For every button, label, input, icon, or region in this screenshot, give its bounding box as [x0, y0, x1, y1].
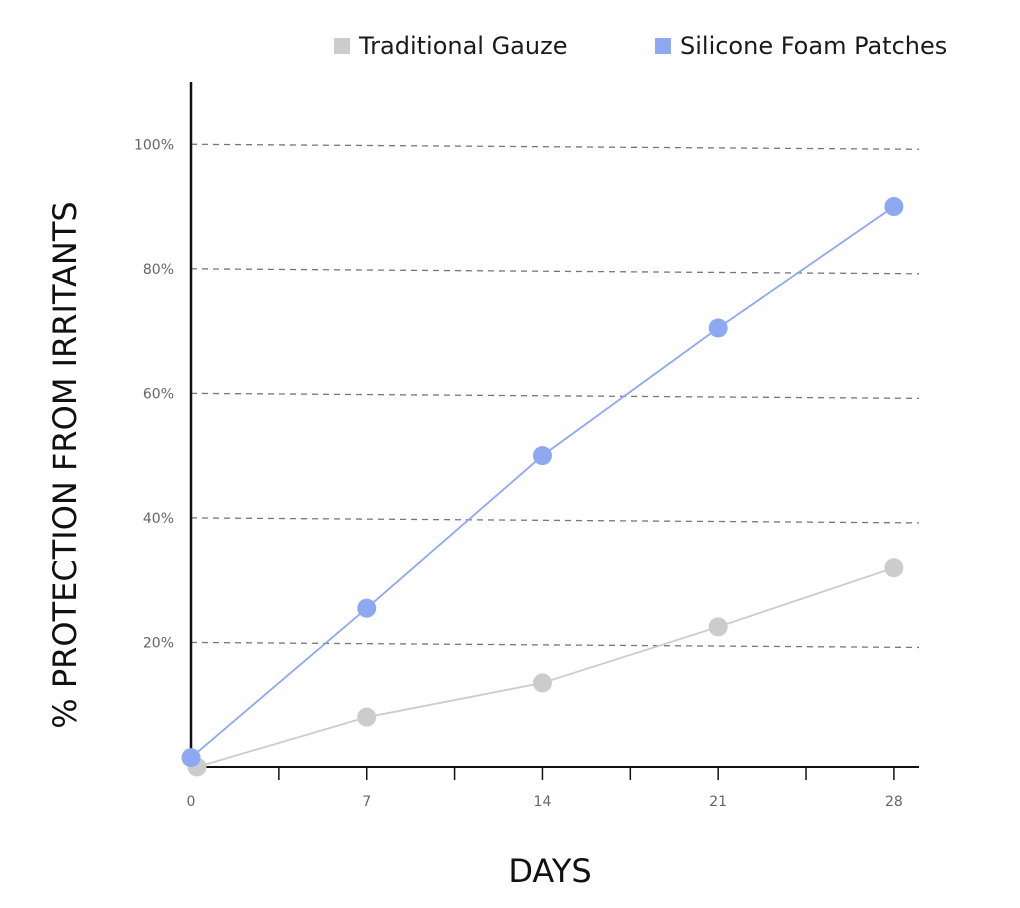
legend-label-traditional-gauze: Traditional Gauze	[358, 32, 567, 60]
data-point-traditional-gauze	[708, 617, 728, 637]
data-point-traditional-gauze	[884, 558, 904, 578]
series-line-traditional-gauze	[196, 566, 895, 768]
gridline	[190, 268, 920, 275]
data-point-silicone-foam-patches	[181, 748, 201, 768]
x-axis-title: DAYS	[508, 852, 591, 890]
y-tick-label: 100%	[134, 137, 174, 153]
y-tick-label: 20%	[143, 635, 174, 651]
x-tick-label: 21	[709, 794, 727, 810]
x-tick-label: 7	[362, 794, 371, 810]
data-point-silicone-foam-patches	[884, 197, 904, 217]
gridline	[190, 517, 920, 524]
y-tick-label: 60%	[143, 386, 174, 402]
data-point-silicone-foam-patches	[532, 446, 552, 466]
y-tick-label: 40%	[143, 511, 174, 527]
gridline	[190, 143, 920, 150]
legend-item-traditional-gauze: Traditional Gauze	[334, 32, 567, 60]
gridline	[190, 392, 920, 400]
x-tick-label: 14	[534, 794, 552, 810]
series-layer	[181, 197, 904, 777]
y-axis-title: % PROTECTION FROM IRRITANTS	[46, 201, 84, 728]
legend-swatch-silicone-foam-patches	[655, 38, 671, 54]
data-point-traditional-gauze	[357, 707, 377, 727]
data-point-silicone-foam-patches	[357, 598, 377, 618]
x-axis-ticks: 0 7 14 21 28	[187, 767, 903, 810]
gridline	[190, 641, 920, 649]
x-tick-label: 0	[187, 794, 196, 810]
legend-item-silicone-foam-patches: Silicone Foam Patches	[655, 32, 947, 60]
legend-label-silicone-foam-patches: Silicone Foam Patches	[680, 32, 947, 60]
y-axis-ticks: 20% 40% 60% 80% 100%	[134, 137, 174, 651]
y-tick-label: 80%	[143, 262, 174, 278]
data-point-silicone-foam-patches	[708, 318, 728, 338]
gridlines	[190, 143, 920, 649]
legend-swatch-traditional-gauze	[334, 38, 350, 54]
legend: Traditional Gauze Silicone Foam Patches	[334, 32, 947, 60]
data-point-traditional-gauze	[532, 673, 552, 693]
x-tick-label: 28	[885, 794, 903, 810]
